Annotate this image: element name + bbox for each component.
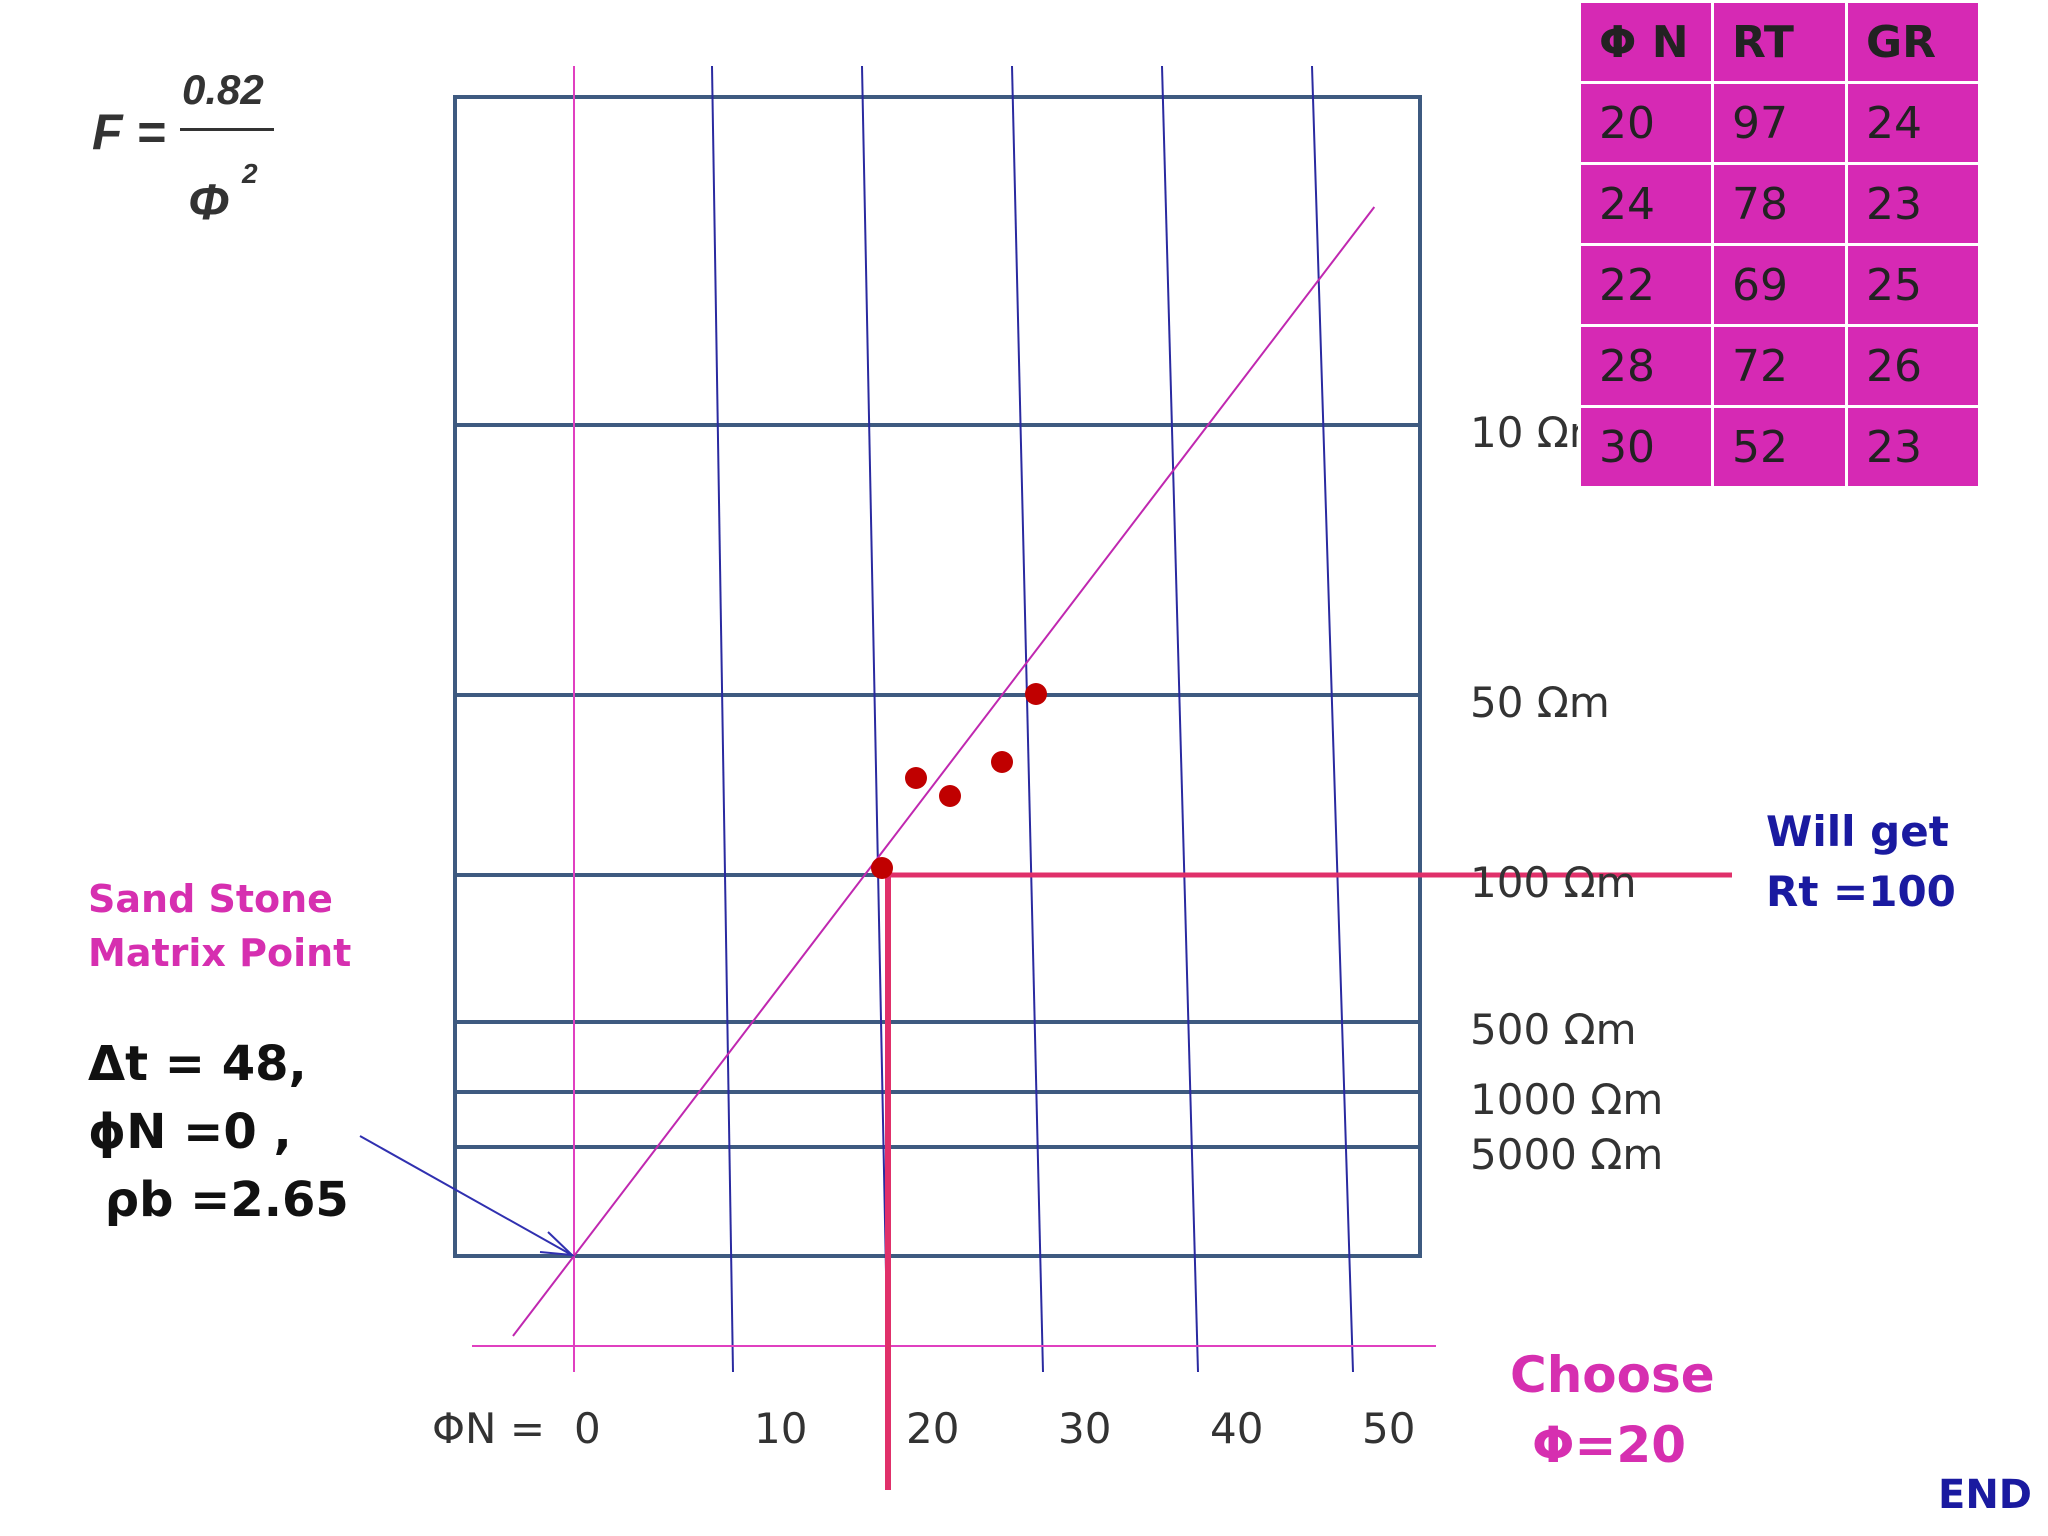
- cell-gr: 23: [1845, 162, 1981, 246]
- porosity-tick-label: 0: [574, 1404, 601, 1453]
- header-gr: GR: [1845, 0, 1981, 84]
- porosity-gridline: [1311, 65, 1354, 1373]
- matrix-arrow: [359, 1135, 575, 1257]
- formula-fraction-bar: [180, 128, 274, 131]
- cell-rt: 78: [1711, 162, 1848, 246]
- cell-rt: 52: [1711, 405, 1848, 489]
- matrix-arrow-head: [539, 1231, 575, 1257]
- trend-line: [512, 206, 1376, 1337]
- cell-phin: 24: [1578, 162, 1714, 246]
- porosity-tick-labels: ΦN = 0 10 20 30 40 50: [432, 1404, 1415, 1453]
- porosity-gridlines: [472, 65, 1436, 1373]
- matrix-point-values: Δt = 48, ϕN =0 , ρb =2.65: [88, 1036, 349, 1228]
- cell-gr: 25: [1845, 243, 1981, 327]
- porosity-tick-label: 30: [1058, 1404, 1111, 1453]
- data-point: [905, 767, 927, 789]
- cell-phin: 30: [1578, 405, 1714, 489]
- cell-rt: 97: [1711, 81, 1848, 165]
- log-data-table: Φ N RT GR 20 97 24 24 78 23 22 69 25 28 …: [1578, 0, 1981, 489]
- data-point: [1025, 683, 1047, 705]
- choose-note-line2: Φ=20: [1532, 1416, 1686, 1474]
- rt-note-line1: Will get: [1766, 807, 1949, 856]
- end-label: END: [1938, 1472, 2033, 1518]
- matrix-point-title: Sand Stone Matrix Point: [88, 872, 351, 980]
- porosity-gridline: [1011, 65, 1044, 1373]
- data-points: [871, 683, 1047, 879]
- porosity-gridline: [861, 65, 889, 1373]
- matrix-title-line2: Matrix Point: [88, 931, 352, 975]
- table-row: 24 78 23: [1578, 162, 1981, 246]
- cell-phin: 22: [1578, 243, 1714, 327]
- cell-phin: 20: [1578, 81, 1714, 165]
- plot-frame-border: [453, 95, 1422, 1258]
- header-phin: Φ N: [1578, 0, 1714, 84]
- porosity-tick-label: 10: [754, 1404, 807, 1453]
- cell-rt: 72: [1711, 324, 1848, 408]
- resistivity-label: 1000 Ωm: [1470, 1075, 1663, 1124]
- cell-rt: 69: [1711, 243, 1848, 327]
- matrix-arrow-shaft: [359, 1135, 571, 1255]
- table-row: 30 52 23: [1578, 405, 1981, 489]
- formula-lhs: F =: [92, 104, 166, 160]
- choose-porosity-note: Choose Φ=20: [1510, 1340, 1715, 1480]
- cell-gr: 24: [1845, 81, 1981, 165]
- data-point: [991, 751, 1013, 773]
- table-row: 22 69 25: [1578, 243, 1981, 327]
- data-point: [871, 857, 893, 879]
- data-point: [939, 785, 961, 807]
- rt-result-note: Will get Rt =100: [1766, 802, 1956, 922]
- table-row: 20 97 24: [1578, 81, 1981, 165]
- resistivity-label: 5000 Ωm: [1470, 1130, 1663, 1179]
- trend-line-segment: [512, 206, 1376, 1337]
- rt-note-line2: Rt =100: [1766, 867, 1956, 916]
- resistivity-label: 50 Ωm: [1470, 678, 1610, 727]
- porosity-gridline: [1161, 65, 1199, 1373]
- table-header-row: Φ N RT GR: [1578, 0, 1981, 84]
- table-row: 28 72 26: [1578, 324, 1981, 408]
- resistivity-label: 100 Ωm: [1470, 858, 1637, 907]
- choose-note-line1: Choose: [1510, 1346, 1715, 1404]
- resistivity-gridlines: [455, 423, 1420, 1149]
- header-rt: RT: [1711, 0, 1848, 84]
- porosity-tick-label: 40: [1210, 1404, 1263, 1453]
- formation-factor-formula: F = 0.82 Φ 2: [84, 58, 284, 238]
- porosity-axis-label: ΦN =: [432, 1404, 545, 1453]
- porosity-tick-label: 50: [1362, 1404, 1415, 1453]
- porosity-gridline: [711, 65, 734, 1373]
- formula-numerator: 0.82: [182, 66, 264, 113]
- porosity-tick-label: 20: [906, 1404, 959, 1453]
- cell-gr: 23: [1845, 405, 1981, 489]
- matrix-title-line1: Sand Stone: [88, 877, 333, 921]
- formula-denominator: Φ: [188, 174, 230, 230]
- cell-phin: 28: [1578, 324, 1714, 408]
- cell-gr: 26: [1845, 324, 1981, 408]
- readout-lines: [885, 872, 1732, 1490]
- plot-frame: [453, 95, 1422, 1258]
- formula-exponent: 2: [242, 158, 258, 189]
- resistivity-label: 500 Ωm: [1470, 1005, 1637, 1054]
